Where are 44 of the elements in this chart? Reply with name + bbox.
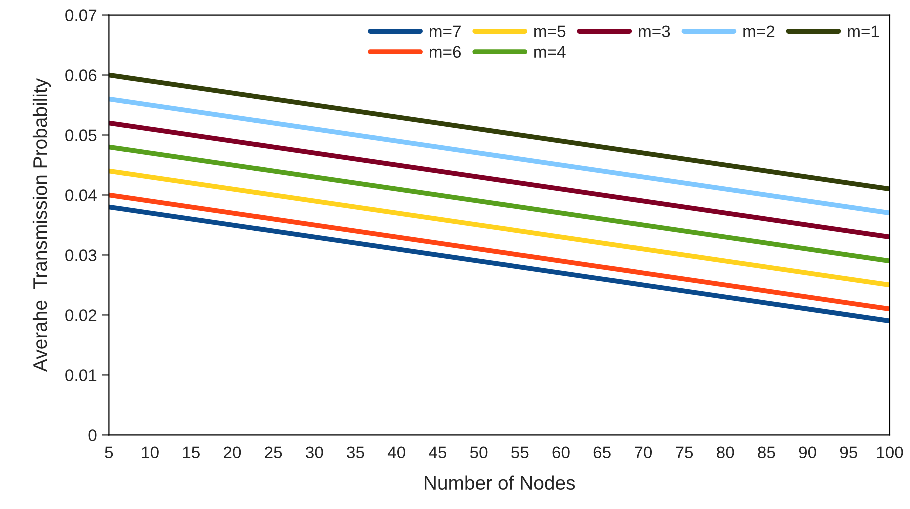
x-tick-label: 35 [347,446,364,459]
x-tick-label: 65 [594,446,611,459]
x-tick-label: 55 [512,446,529,459]
x-tick-label: 45 [429,446,447,459]
y-tick-label: 0.02 [66,310,97,322]
line-series [109,204,890,324]
y-tick-label: 0 [88,430,97,442]
y-tick-label: 0.07 [66,10,97,22]
x-tick-label: 90 [799,446,816,459]
y-tick-label: 0.05 [66,130,97,142]
line-series [109,192,890,312]
line-series [109,168,890,288]
legend-label: m=4 [534,46,566,58]
x-tick-label: 85 [758,446,776,459]
x-axis-title: Number of Nodes [425,476,576,490]
legend-label: m=7 [430,26,461,38]
x-tick-label: 60 [552,446,570,459]
x-tick-label: 15 [183,446,200,459]
legend-label: m=6 [430,46,462,58]
x-tick-label: 30 [306,446,324,459]
x-tick-label: 5 [105,446,114,459]
x-tick-label: 70 [635,446,652,459]
y-axis-title: Averahe Transmission Probability [32,78,52,372]
legend-label: m=1 [848,26,880,38]
y-tick-label: 0.04 [66,190,97,202]
line-series [109,120,890,240]
x-tick-label: 95 [840,446,858,459]
x-tick-label: 50 [470,446,488,459]
x-tick-label: 10 [142,446,159,459]
line-series [109,72,890,192]
legend-label: m=5 [534,26,566,38]
legend-label: m=3 [639,26,670,38]
x-tick-label: 20 [224,446,242,459]
x-tick-label: 40 [388,446,406,459]
x-tick-label: 25 [265,446,282,459]
x-tick-label: 80 [717,446,734,459]
line-series [109,144,890,264]
legend-label: m=2 [744,26,775,38]
y-tick-label: 0.01 [66,370,97,382]
line-series [109,96,890,216]
x-tick-label: 100 [877,446,904,459]
y-tick-label: 0.03 [66,250,97,262]
y-tick-label: 0.06 [66,70,97,82]
x-tick-label: 75 [676,446,694,459]
